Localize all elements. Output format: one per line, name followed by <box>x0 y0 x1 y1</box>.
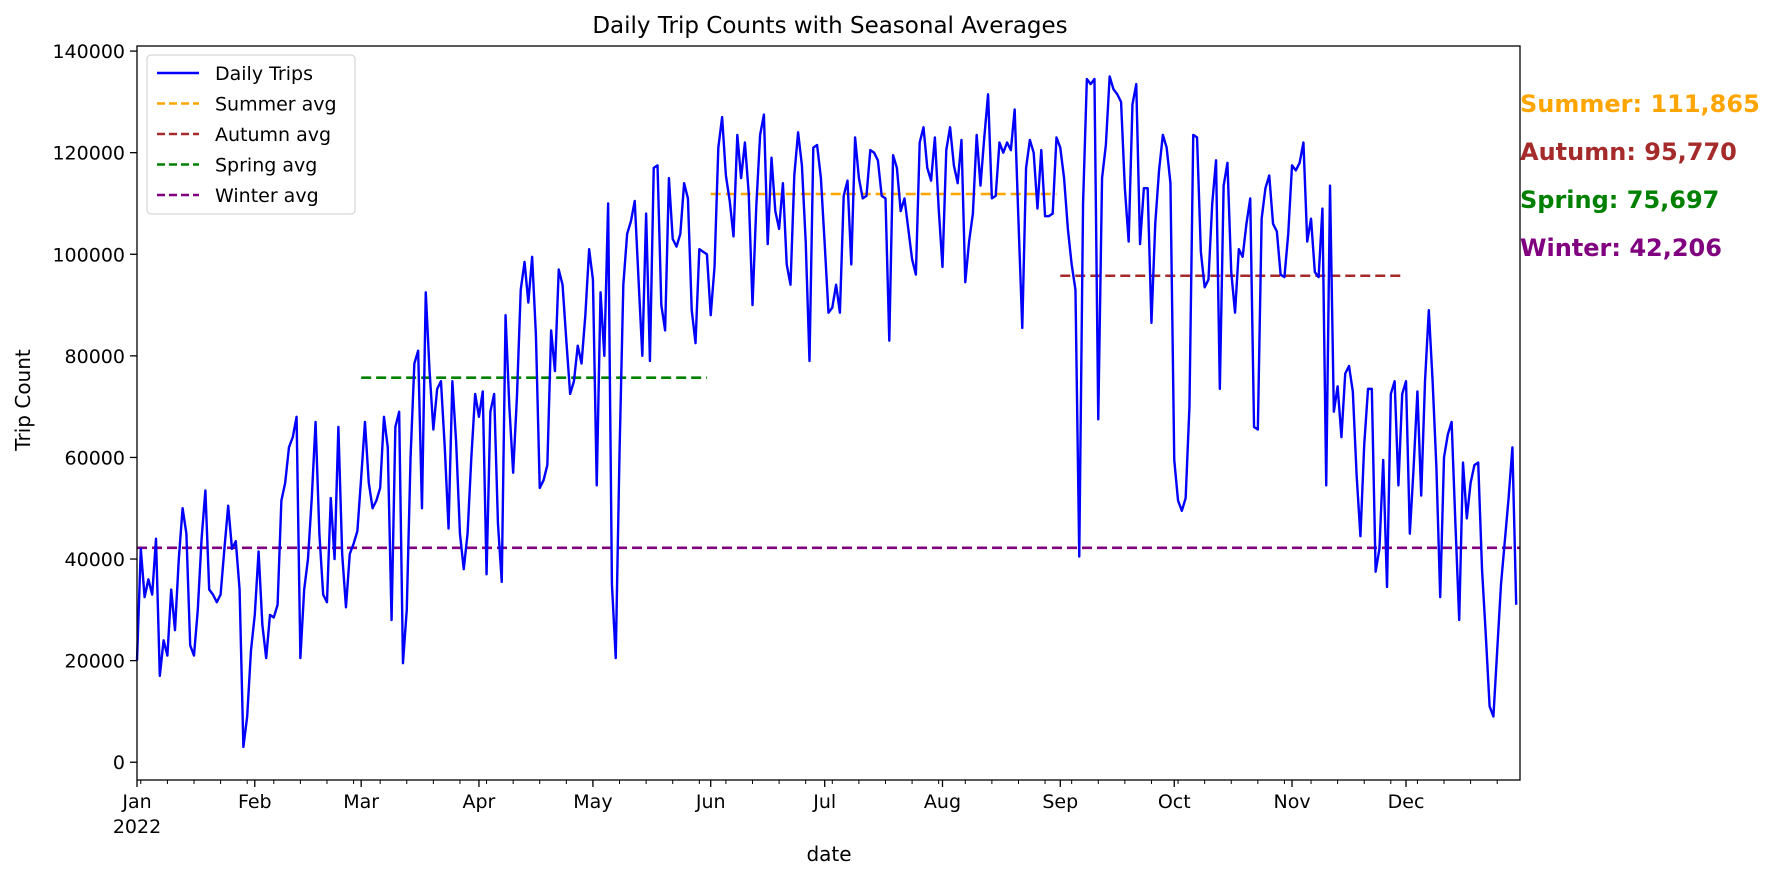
average-label: Winter: 42,206 <box>1520 234 1722 262</box>
x-tick-label: Nov <box>1273 791 1310 813</box>
x-tick-label: Mar <box>343 791 379 813</box>
legend-box <box>146 54 356 215</box>
y-tick-label: 120000 <box>52 143 125 165</box>
average-label: Spring: 75,697 <box>1520 186 1719 214</box>
seasonal-average-labels: Summer: 111,865 Autumn: 95,770 Spring: 75,… <box>1520 90 1760 262</box>
x-tick-label: Aug <box>924 791 961 813</box>
x-tick-label: Dec <box>1388 791 1425 813</box>
plot-frame <box>136 45 1521 781</box>
x-tick-label: Sep <box>1042 791 1078 813</box>
x-tick-label: Jul <box>812 791 836 813</box>
legend: Daily Trips Summer avg Autumn avg Spring av… <box>146 54 356 215</box>
series-line <box>135 75 1518 749</box>
y-axis-title: Trip Count <box>11 349 35 452</box>
legend-label: Summer avg <box>215 94 337 116</box>
legend-label: Spring avg <box>215 155 317 177</box>
x-tick-label: Oct <box>1158 791 1191 813</box>
x-tick-label: Jan <box>121 791 151 813</box>
x-tick-label: Feb <box>238 791 272 813</box>
x-tick-label: Jun <box>695 791 726 813</box>
x-axis: Jan Feb Mar Apr May Jun Jul Aug Sep Oct Nov Dec <box>121 780 1498 813</box>
y-tick-label: 20000 <box>65 651 125 673</box>
y-tick-label: 0 <box>113 752 125 774</box>
x-axis-year-label: 2022 <box>113 816 161 838</box>
average-label: Summer: 111,865 <box>1520 90 1760 118</box>
legend-label: Autumn avg <box>215 124 331 146</box>
y-tick-label: 40000 <box>65 549 125 571</box>
x-tick-label: May <box>573 791 612 813</box>
y-axis: 0 20000 40000 60000 80000 100000 120000 140000 <box>52 41 137 774</box>
series-group <box>135 75 1518 749</box>
x-axis-title: date <box>806 842 851 866</box>
y-tick-label: 60000 <box>65 447 125 469</box>
x-tick-label: Apr <box>463 791 496 813</box>
average-label: Autumn: 95,770 <box>1520 138 1737 166</box>
legend-label: Winter avg <box>215 185 319 207</box>
y-tick-label: 140000 <box>52 41 125 63</box>
legend-label: Daily Trips <box>215 63 313 85</box>
y-tick-label: 100000 <box>52 244 125 266</box>
y-tick-label: 80000 <box>65 346 125 368</box>
chart-title: Daily Trip Counts with Seasonal Averages <box>592 13 1067 39</box>
